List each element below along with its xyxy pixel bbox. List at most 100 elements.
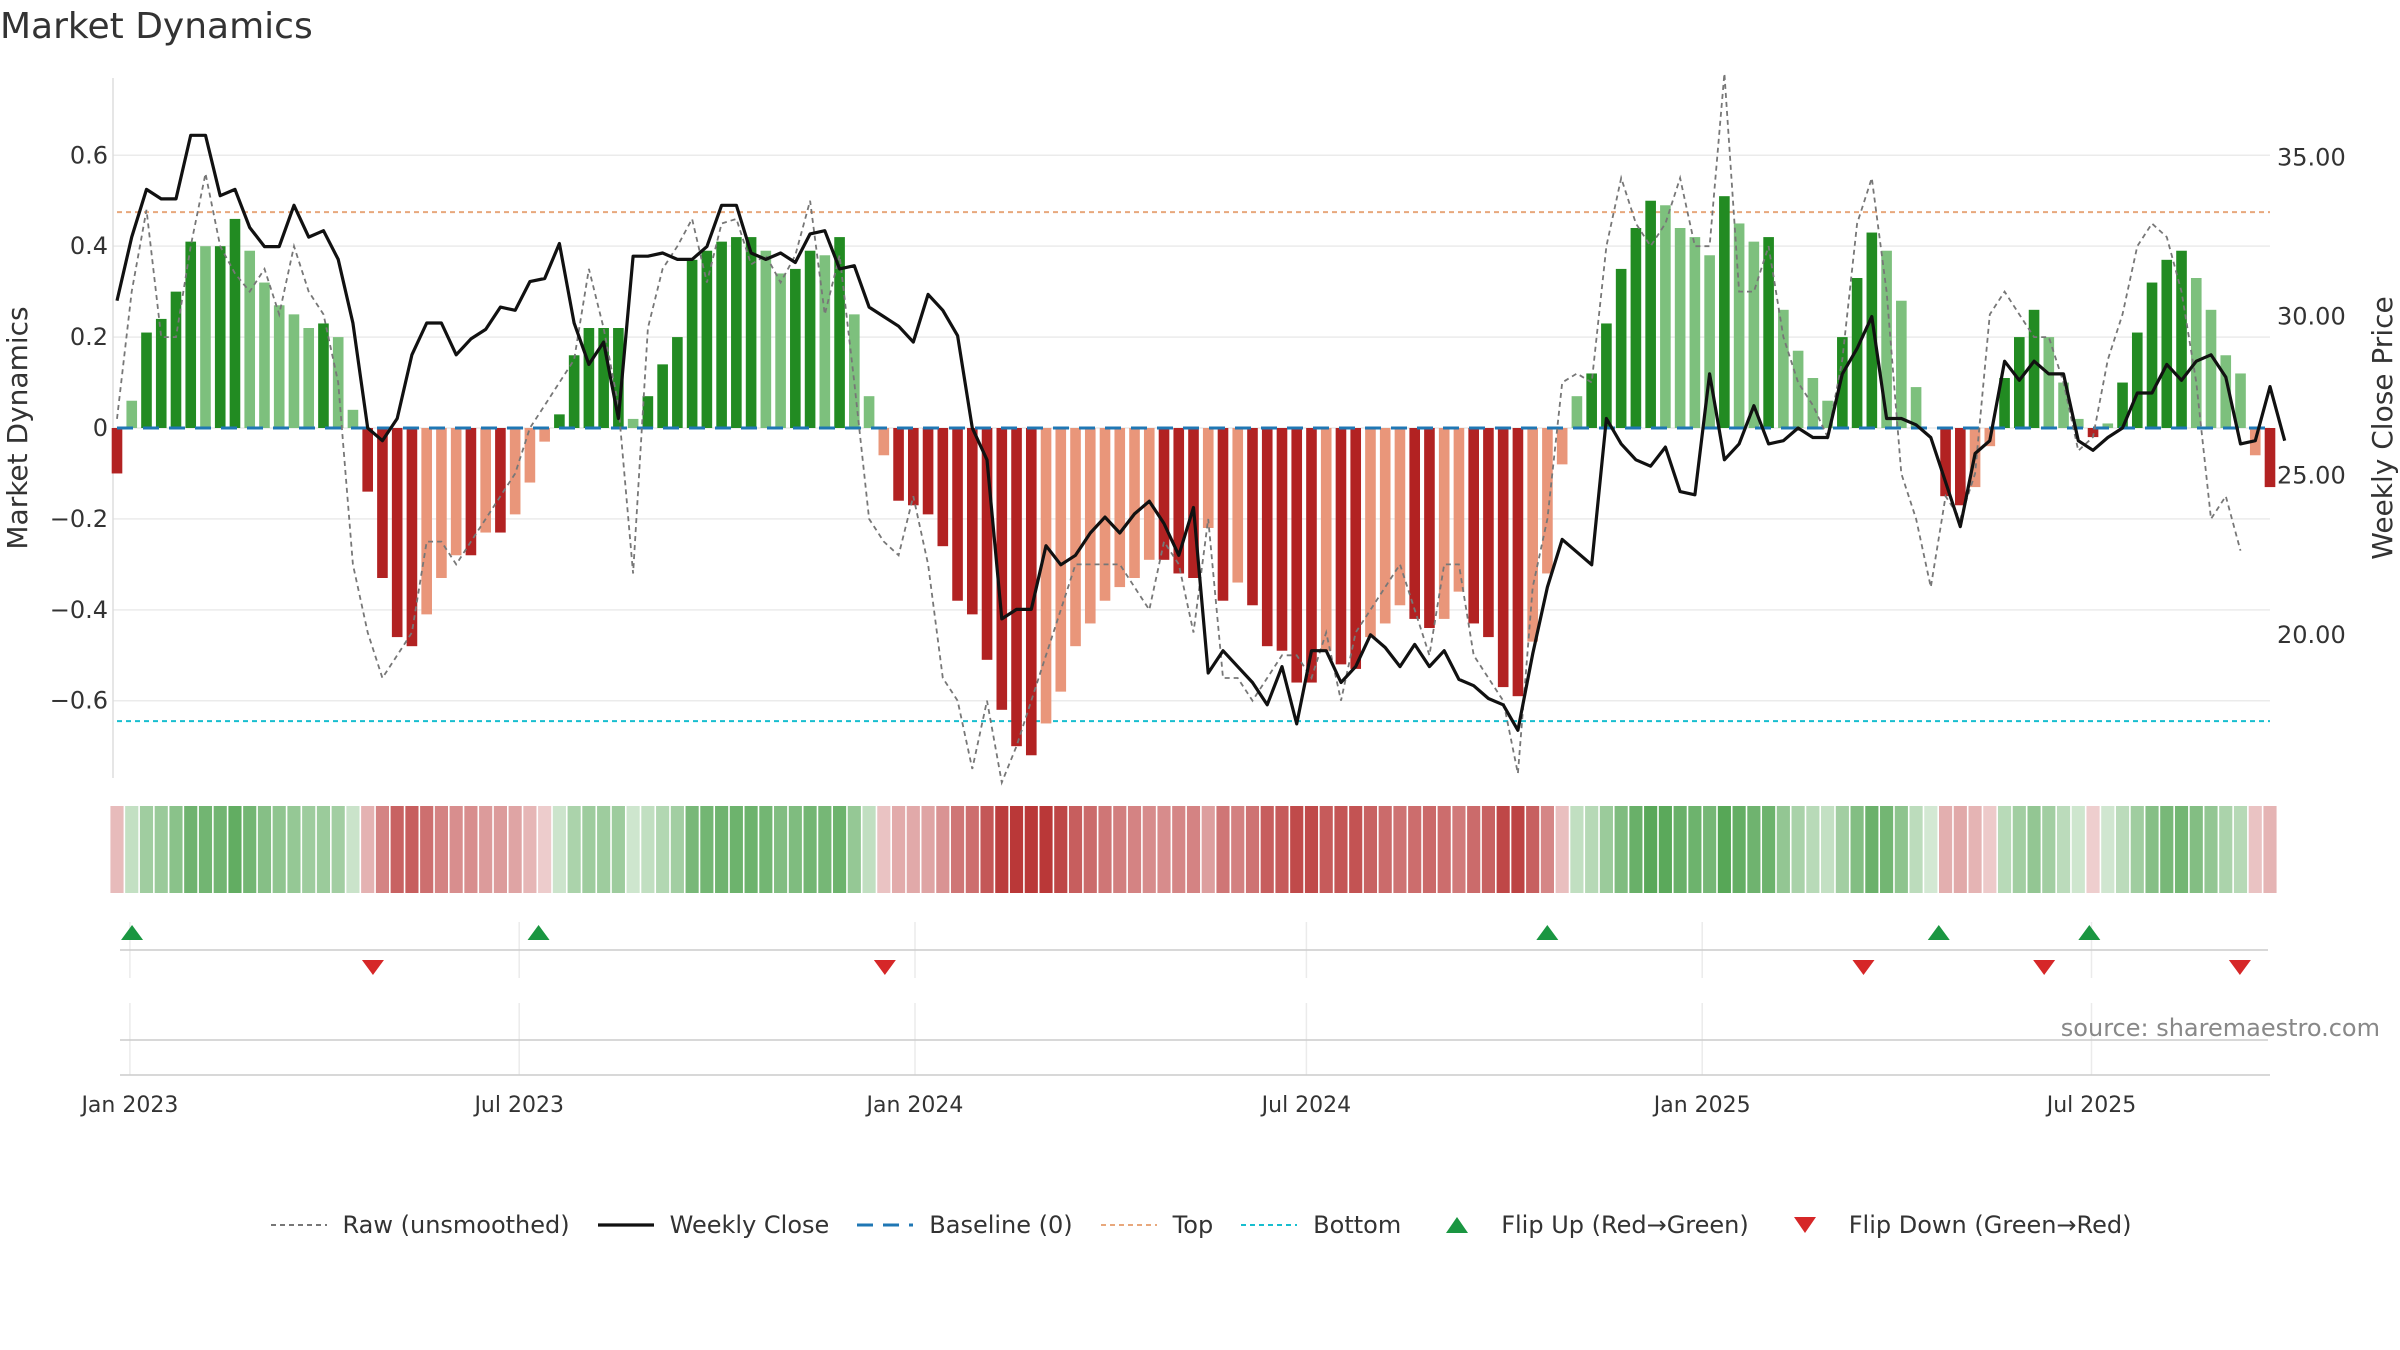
y-tick-label: 0.4 (70, 232, 108, 260)
regime-cell (1776, 806, 1790, 893)
dynamics-bar (1527, 428, 1538, 642)
dynamics-bar (1438, 428, 1450, 619)
regime-cell (316, 806, 331, 893)
regime-cell (538, 806, 552, 893)
regime-cell (1216, 806, 1230, 893)
regime-cell (2027, 806, 2041, 893)
dynamics-bar (1999, 378, 2010, 428)
x-tick-label: Jan 2024 (865, 1093, 964, 1118)
legend-label: Bottom (1313, 1211, 1402, 1239)
regime-cell (818, 806, 832, 893)
regime-cell (1304, 806, 1319, 893)
regime-cell (611, 806, 625, 893)
dynamics-bar (185, 241, 197, 428)
dynamics-bar (214, 246, 226, 428)
baseline-legend-swatch (857, 1223, 914, 1227)
flip-down-marker (361, 960, 384, 975)
regime-cell (1083, 806, 1097, 893)
regime-cell (2145, 806, 2159, 893)
dynamics-bar (1379, 428, 1391, 624)
dynamics-bar (598, 328, 609, 428)
regime-cell (405, 806, 419, 893)
legend: Raw (unsmoothed) Weekly Close Baseline (0)… (0, 1205, 2400, 1245)
regime-cell (1054, 806, 1068, 893)
dynamics-bar (2117, 382, 2128, 428)
regime-cell (198, 806, 213, 893)
raw-legend-swatch (270, 1224, 327, 1226)
regime-cell (1290, 806, 1304, 893)
dynamics-bar (1202, 428, 1214, 528)
y-tick-label: 0.6 (70, 141, 108, 169)
flip_down-legend-swatch (1793, 1217, 1816, 1233)
x-tick-label: Jul 2024 (1260, 1093, 1352, 1118)
dynamics-bar (539, 428, 550, 442)
regime-cell (1231, 806, 1245, 893)
regime-cell (1570, 806, 1584, 893)
regime-cell (1924, 806, 1938, 893)
dynamics-bar (2264, 428, 2276, 488)
dynamics-bar (863, 396, 875, 428)
regime-cell (2115, 806, 2130, 893)
regime-cell (1452, 806, 1466, 893)
flip-up-marker (2078, 925, 2101, 940)
regime-cell (213, 806, 227, 893)
regime-cell (862, 806, 876, 893)
dynamics-bar (436, 428, 447, 578)
dynamics-bar (2028, 309, 2040, 428)
y-tick-label: 0 (93, 414, 108, 442)
dynamics-bar (1689, 237, 1701, 428)
dynamics-bar (377, 428, 388, 578)
dynamics-bar (893, 428, 904, 501)
regime-cell (523, 806, 537, 893)
dynamics-bar (1129, 428, 1140, 578)
regime-cell (1334, 806, 1348, 893)
dynamics-bar (2087, 428, 2099, 438)
regime-cell (1039, 806, 1053, 893)
dynamics-bar (155, 318, 167, 428)
regime-cell (125, 806, 139, 893)
dynamics-bar (273, 305, 285, 428)
regime-cell (1113, 806, 1127, 893)
regime-cell (626, 806, 640, 893)
regime-cell (788, 806, 802, 893)
dynamics-bar (657, 364, 668, 428)
regime-cell (1408, 806, 1422, 893)
x-tick-label: Jul 2025 (2045, 1093, 2137, 1118)
regime-cell (2086, 806, 2100, 893)
dynamics-bar (1955, 428, 1966, 506)
dynamics-bar (981, 428, 993, 660)
regime-cell (346, 806, 360, 893)
regime-cell (1821, 806, 1835, 893)
top-legend-swatch (1100, 1224, 1157, 1226)
regime-cell (2160, 806, 2174, 893)
regime-cell (449, 806, 463, 893)
dynamics-bar (2235, 373, 2246, 428)
dynamics-bar (1483, 428, 1494, 638)
regime-cell (1363, 806, 1378, 893)
dynamics-bar (391, 428, 403, 638)
legend-label: Weekly Close (669, 1211, 830, 1239)
dynamics-bar (790, 268, 801, 428)
dynamics-bar (1896, 300, 1907, 428)
legend-label: Top (1172, 1211, 1214, 1239)
dynamics-bar (1792, 350, 1804, 428)
x-axis: Jan 2023 Jul 2023 Jan 2024 Jul 2024 Jan 2025… (79, 1093, 2136, 1118)
dynamics-bar (804, 250, 816, 428)
regime-cell (1540, 806, 1554, 893)
regime-cell (2056, 806, 2071, 893)
dynamics-bar (1497, 428, 1509, 688)
dynamics-bar (1586, 373, 1597, 428)
dynamics-bar (1409, 428, 1421, 619)
y2-tick-label: 20.00 (2277, 621, 2346, 649)
legend-item-close: Weekly Close (596, 1211, 830, 1239)
y2-tick-label: 30.00 (2277, 303, 2346, 331)
regime-strip (110, 806, 2277, 893)
dynamics-bar (1674, 228, 1686, 428)
dynamics-bar (1040, 428, 1052, 724)
legend-label: Raw (unsmoothed) (342, 1211, 570, 1239)
dynamics-bar (1099, 428, 1111, 601)
regime-cell (1511, 806, 1525, 893)
bottom-legend-swatch (1241, 1224, 1298, 1226)
dynamics-bar (2146, 282, 2158, 428)
source-credit: source: sharemaestro.com (2060, 1014, 2380, 1042)
